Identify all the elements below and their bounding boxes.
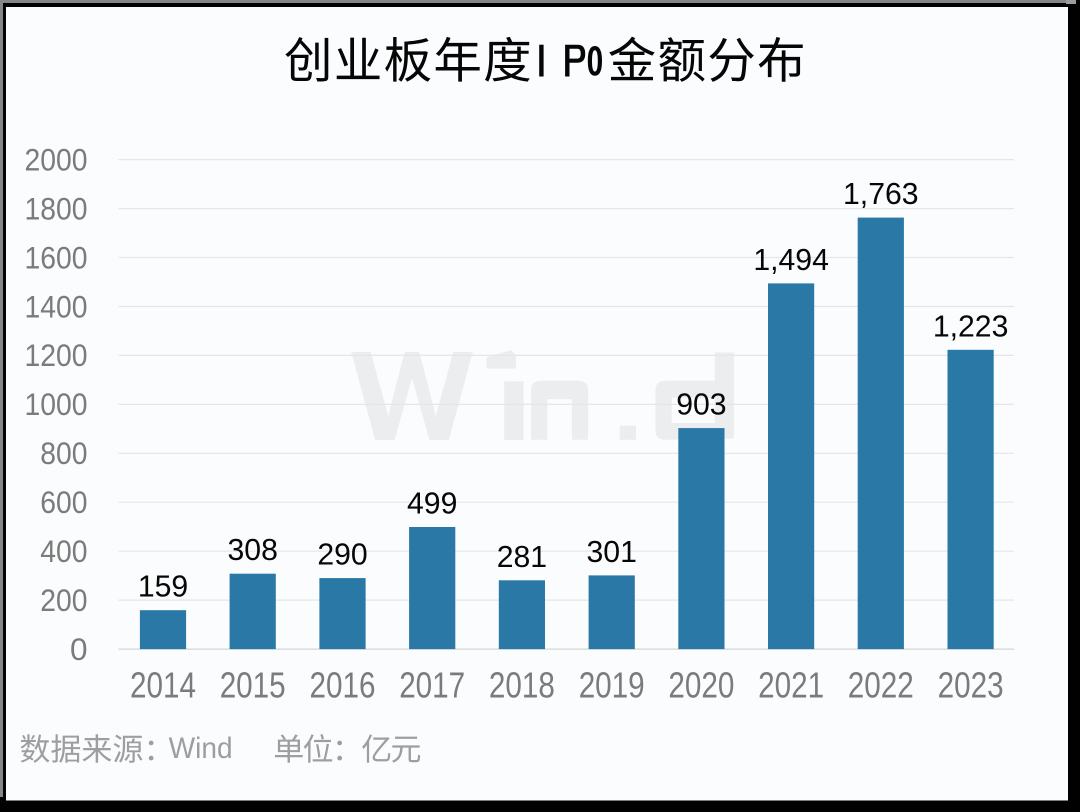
svg-text:1600: 1600 (25, 239, 88, 275)
svg-text:2021: 2021 (758, 666, 824, 706)
svg-text:308: 308 (228, 534, 278, 567)
svg-text:1,223: 1,223 (933, 310, 1009, 343)
svg-text:2023: 2023 (938, 666, 1004, 706)
svg-text:2015: 2015 (220, 666, 286, 706)
svg-text:2016: 2016 (310, 666, 376, 706)
svg-text:400: 400 (40, 533, 87, 569)
svg-text:2014: 2014 (130, 666, 196, 706)
svg-text:499: 499 (407, 488, 457, 521)
svg-text:2020: 2020 (668, 666, 734, 706)
svg-text:1800: 1800 (25, 190, 88, 226)
svg-text:281: 281 (497, 541, 547, 574)
svg-text:600: 600 (40, 484, 87, 520)
svg-text:2019: 2019 (579, 666, 645, 706)
svg-text:290: 290 (317, 539, 367, 572)
svg-text:2018: 2018 (489, 666, 555, 706)
svg-text:800: 800 (40, 435, 87, 471)
svg-text:Wind: Wind (169, 732, 233, 765)
svg-text:0: 0 (70, 631, 88, 667)
svg-text:1,763: 1,763 (843, 178, 919, 211)
svg-text:1400: 1400 (25, 288, 88, 324)
svg-text:159: 159 (138, 571, 188, 604)
svg-text:200: 200 (40, 582, 87, 618)
svg-text:301: 301 (587, 536, 637, 569)
svg-text:2017: 2017 (399, 666, 465, 706)
svg-text:1200: 1200 (25, 337, 88, 373)
svg-text:1,494: 1,494 (753, 244, 829, 277)
svg-text:903: 903 (676, 389, 726, 422)
svg-text:2000: 2000 (25, 141, 88, 177)
svg-text:2022: 2022 (848, 666, 914, 706)
svg-text:1000: 1000 (25, 386, 88, 422)
